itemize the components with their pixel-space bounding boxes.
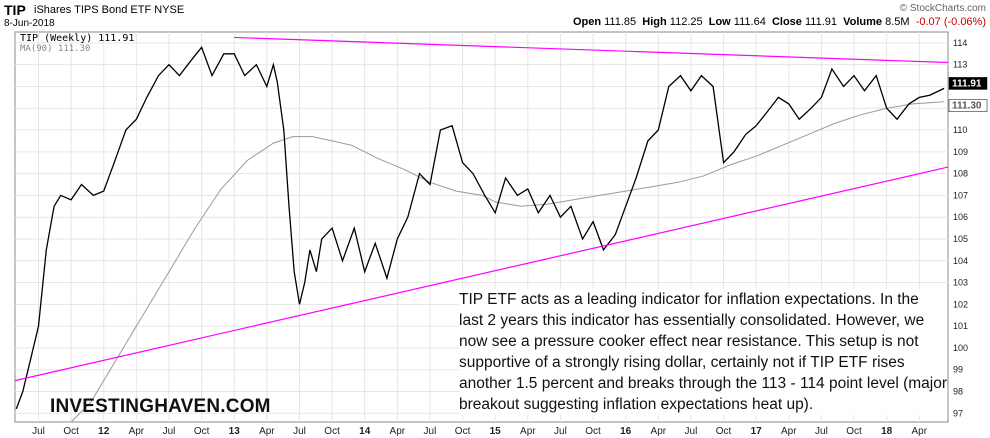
x-tick-label: Apr bbox=[651, 426, 667, 437]
price-line bbox=[15, 45, 945, 410]
x-tick-label: Oct bbox=[716, 426, 732, 437]
x-tick-label: Jul bbox=[163, 426, 176, 437]
x-tick-label: Jul bbox=[424, 426, 437, 437]
plot-frame bbox=[14, 31, 949, 423]
chart-date: 8-Jun-2018 bbox=[4, 18, 55, 29]
chart-legend: TIP (Weekly) 111.91 MA(90) 111.30 bbox=[20, 33, 134, 54]
chart-credit: © StockCharts.com bbox=[899, 3, 986, 14]
y-tick-label: 97 bbox=[953, 408, 963, 418]
open-value: 111.85 bbox=[604, 16, 637, 28]
x-tick-label: Apr bbox=[259, 426, 275, 437]
x-tick-label: 17 bbox=[751, 426, 763, 437]
price-last-value-tag-box bbox=[948, 77, 988, 90]
y-tick-label: 104 bbox=[953, 256, 968, 266]
x-tick-label: 13 bbox=[229, 426, 241, 437]
y-tick-label: 98 bbox=[953, 386, 963, 396]
x-tick-label: Jul bbox=[32, 426, 45, 437]
ma-last-value-tag-box bbox=[948, 99, 988, 112]
y-tick-label: 109 bbox=[953, 147, 968, 157]
x-tick-label: Apr bbox=[520, 426, 536, 437]
legend-price: TIP (Weekly) 111.91 bbox=[20, 33, 135, 44]
resistance-trendline bbox=[234, 36, 949, 64]
x-tick-label: Apr bbox=[390, 426, 406, 437]
exchange-label: NYSE bbox=[154, 4, 185, 16]
annotation-text: TIP ETF acts as a leading indicator for … bbox=[459, 289, 947, 415]
y-tick-label: 113 bbox=[953, 60, 967, 70]
chart-header: TIP iShares TIPS Bond ETF NYSE 8-Jun-201… bbox=[0, 0, 990, 32]
ma-last-value-tag: 111.30 bbox=[952, 101, 982, 112]
high-value: 112.25 bbox=[669, 16, 703, 28]
y-tick-label: 106 bbox=[953, 212, 968, 222]
close-label: Close bbox=[771, 16, 802, 28]
x-tick-label: 14 bbox=[359, 426, 371, 437]
high-label: High bbox=[642, 16, 667, 28]
security-name: iShares TIPS Bond ETF NYSE bbox=[34, 4, 184, 16]
ma90-line bbox=[70, 101, 945, 423]
y-tick-label: 99 bbox=[953, 365, 963, 375]
change-value: -0.07 (-0.06%) bbox=[915, 16, 986, 28]
low-value: 111.64 bbox=[733, 16, 766, 28]
ohlc-readout: Open 111.85 High 112.25 Low 111.64 Close… bbox=[573, 16, 986, 28]
brand-watermark: INVESTINGHAVEN.COM bbox=[50, 396, 271, 417]
x-tick-label: Oct bbox=[846, 426, 862, 437]
y-tick-label: 100 bbox=[953, 343, 968, 353]
x-tick-label: 15 bbox=[490, 426, 502, 437]
x-tick-label: Oct bbox=[63, 426, 79, 437]
y-tick-label: 107 bbox=[953, 190, 968, 200]
volume-label: Volume bbox=[843, 16, 883, 28]
x-tick-label: Jul bbox=[685, 426, 698, 437]
y-tick-label: 114 bbox=[953, 38, 967, 48]
volume-value: 8.5M bbox=[885, 16, 910, 28]
x-tick-label: Apr bbox=[781, 426, 797, 437]
x-tick-label: Apr bbox=[912, 426, 928, 437]
close-value: 111.91 bbox=[804, 16, 837, 28]
legend-ma: MA(90) 111.30 bbox=[20, 44, 91, 54]
security-fullname: iShares TIPS Bond ETF bbox=[34, 4, 152, 16]
y-tick-label: 105 bbox=[953, 234, 968, 244]
x-tick-label: 16 bbox=[620, 426, 632, 437]
x-tick-label: 12 bbox=[98, 426, 110, 437]
y-tick-label: 103 bbox=[953, 278, 968, 288]
y-tick-label: 108 bbox=[953, 169, 968, 179]
x-tick-label: Oct bbox=[585, 426, 601, 437]
y-tick-label: 110 bbox=[953, 125, 967, 135]
support-trendline bbox=[14, 166, 949, 382]
y-tick-label: 101 bbox=[953, 321, 968, 331]
ticker-symbol: TIP bbox=[4, 2, 26, 18]
open-label: Open bbox=[572, 16, 602, 28]
x-tick-label: Jul bbox=[554, 426, 567, 437]
x-tick-label: Oct bbox=[455, 426, 471, 437]
low-label: Low bbox=[708, 16, 731, 28]
x-tick-label: Apr bbox=[129, 426, 145, 437]
x-tick-label: Jul bbox=[293, 426, 306, 437]
x-tick-label: Oct bbox=[324, 426, 340, 437]
x-tick-label: 18 bbox=[881, 426, 893, 437]
x-tick-label: Oct bbox=[194, 426, 210, 437]
y-tick-label: 102 bbox=[953, 299, 968, 309]
x-tick-label: Jul bbox=[815, 426, 828, 437]
price-last-value-tag: 111.91 bbox=[952, 78, 982, 89]
